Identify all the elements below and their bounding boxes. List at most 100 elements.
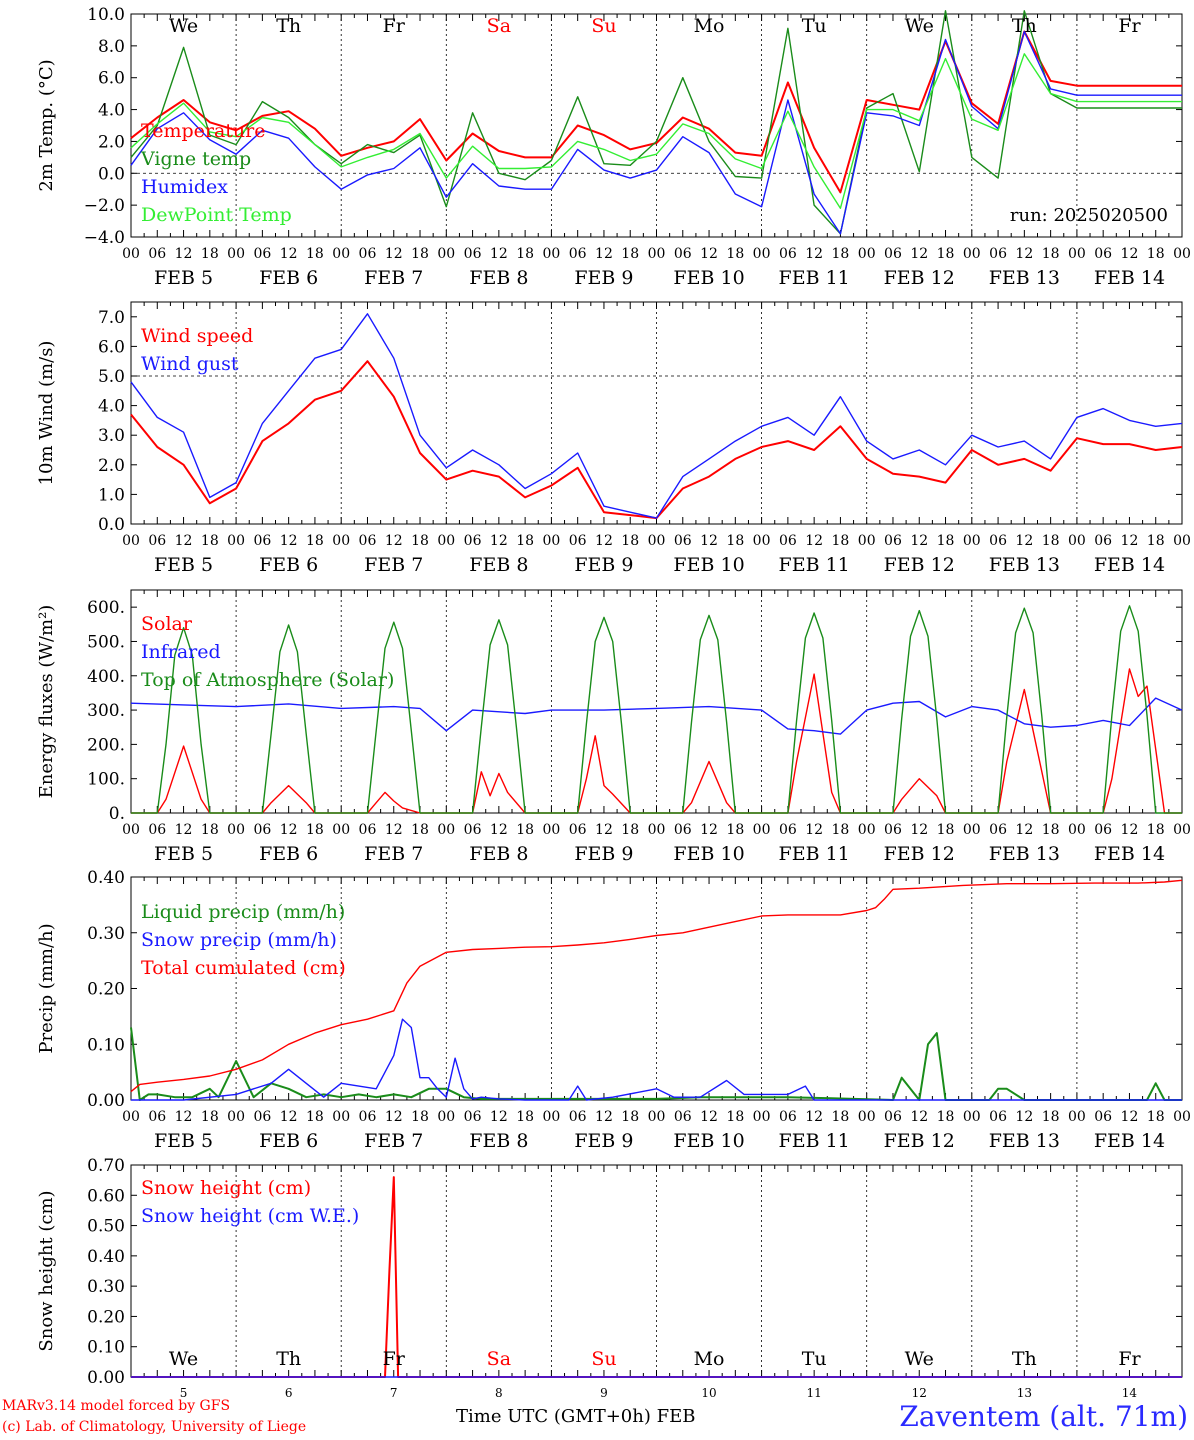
hour-tick-label: 18: [832, 246, 850, 262]
day-label: We: [905, 15, 934, 37]
date-label: FEB 10: [673, 267, 744, 289]
date-label: FEB 9: [574, 554, 633, 576]
hour-tick-label: 06: [464, 1109, 482, 1125]
date-label: FEB 12: [884, 1130, 955, 1152]
panel-4: 0.00 0.10 0.20 0.30 0.40 Precip (mm/h) Liquid …: [36, 868, 1191, 1152]
date-label: FEB 5: [154, 843, 213, 865]
hour-tick-label: 12: [805, 822, 823, 838]
date-label: FEB 14: [1094, 267, 1165, 289]
model-credit: MARv3.14 model forced by GFS: [2, 1398, 231, 1414]
day-label: Tu: [802, 1348, 827, 1370]
hour-tick-label: 12: [805, 246, 823, 262]
date-number-label: 7: [390, 1386, 398, 1400]
date-label: FEB 14: [1094, 843, 1165, 865]
hour-tick-label: 06: [359, 822, 377, 838]
series-line-temperature: [130, 30, 1182, 194]
hour-tick-label: 00: [648, 822, 666, 838]
date-label: FEB 6: [259, 1130, 318, 1152]
hour-tick-label: 12: [910, 822, 928, 838]
date-label: FEB 8: [469, 554, 528, 576]
date-number-label: 14: [1122, 1386, 1138, 1400]
hour-tick-label: 06: [569, 246, 587, 262]
date-number-label: 6: [285, 1386, 293, 1400]
date-label: FEB 13: [989, 1130, 1060, 1152]
hour-tick-label: 18: [1042, 1109, 1060, 1125]
hour-tick-label: 00: [753, 822, 771, 838]
hour-tick-label: 00: [963, 822, 981, 838]
hour-tick-label: 00: [437, 246, 455, 262]
y-tick-label: −4.0: [84, 228, 125, 248]
y-tick-label: 0.70: [87, 1156, 125, 1176]
hour-tick-label: 06: [253, 1109, 271, 1125]
hour-tick-label: 12: [385, 822, 403, 838]
hour-tick-label: 00: [437, 1109, 455, 1125]
y-tick-label: 0.0: [98, 164, 125, 184]
legend-entry: Humidex: [141, 176, 228, 198]
hour-tick-label: 06: [1094, 533, 1112, 549]
hour-tick-label: 00: [753, 1109, 771, 1125]
station-name: Zaventem (alt. 71m): [899, 1400, 1188, 1433]
hour-tick-label: 06: [148, 822, 166, 838]
hour-tick-label: 18: [937, 246, 955, 262]
legend-entry: Wind speed: [141, 325, 253, 347]
hour-tick-label: 12: [1015, 1109, 1033, 1125]
hour-tick-label: 12: [490, 1109, 508, 1125]
hour-tick-label: 00: [332, 1109, 350, 1125]
hour-tick-label: 18: [1147, 822, 1165, 838]
date-label: FEB 11: [779, 554, 850, 576]
y-tick-label: 500.: [87, 632, 125, 652]
hour-tick-label: 00: [542, 822, 560, 838]
hour-tick-label: 18: [726, 246, 744, 262]
date-number-label: 8: [495, 1386, 503, 1400]
y-tick-label: 10.0: [87, 5, 125, 25]
y-tick-label: 2.0: [98, 132, 125, 152]
hour-tick-label: 00: [858, 533, 876, 549]
hour-tick-label: 12: [385, 533, 403, 549]
hour-tick-label: 00: [1068, 822, 1086, 838]
date-label: FEB 8: [469, 267, 528, 289]
hour-tick-label: 06: [253, 822, 271, 838]
hour-tick-label: 00: [1068, 533, 1086, 549]
day-label: We: [169, 15, 198, 37]
legend-entry: Snow height (cm): [141, 1177, 311, 1199]
legend-entry: Snow height (cm W.E.): [141, 1205, 359, 1227]
hour-tick-label: 00: [332, 533, 350, 549]
hour-tick-label: 00: [122, 533, 140, 549]
y-axis-label: Energy fluxes (W/m²): [36, 605, 57, 799]
panel-3: 0. 100. 200. 300. 400. 500. 600. Energy fluxes …: [36, 589, 1191, 865]
hour-tick-label: 00: [963, 533, 981, 549]
hour-tick-label: 18: [832, 1109, 850, 1125]
hour-tick-label: 06: [674, 1109, 692, 1125]
day-label: Th: [276, 1348, 301, 1370]
hour-tick-label: 12: [595, 533, 613, 549]
hour-tick-label: 06: [253, 533, 271, 549]
hour-tick-label: 18: [621, 822, 639, 838]
series-line-vigne-temp: [130, 10, 1182, 235]
date-label: FEB 12: [884, 554, 955, 576]
y-tick-label: 0.30: [87, 924, 125, 944]
hour-tick-label: 18: [516, 246, 534, 262]
y-axis-label: 2m Temp. (°C): [36, 59, 57, 191]
hour-tick-label: 12: [805, 1109, 823, 1125]
date-number-label: 10: [701, 1386, 716, 1400]
date-label: FEB 10: [673, 1130, 744, 1152]
day-label: Fr: [1118, 1348, 1141, 1370]
hour-tick-label: 00: [227, 246, 245, 262]
hour-tick-label: 06: [989, 533, 1007, 549]
legend-entry: DewPoint Temp: [141, 204, 292, 226]
hour-tick-label: 06: [674, 246, 692, 262]
hour-tick-label: 18: [411, 533, 429, 549]
hour-tick-label: 18: [621, 533, 639, 549]
legend-entry: Snow precip (mm/h): [141, 929, 337, 951]
hour-tick-label: 12: [490, 246, 508, 262]
date-label: FEB 7: [364, 843, 423, 865]
hour-tick-label: 00: [1068, 1109, 1086, 1125]
hour-tick-label: 00: [542, 533, 560, 549]
day-label: Mo: [694, 1348, 725, 1370]
day-label: We: [169, 1348, 198, 1370]
day-label: Fr: [383, 1348, 406, 1370]
date-label: FEB 9: [574, 1130, 633, 1152]
y-tick-label: 0.60: [87, 1186, 125, 1206]
series-line-humidex: [130, 30, 1182, 235]
